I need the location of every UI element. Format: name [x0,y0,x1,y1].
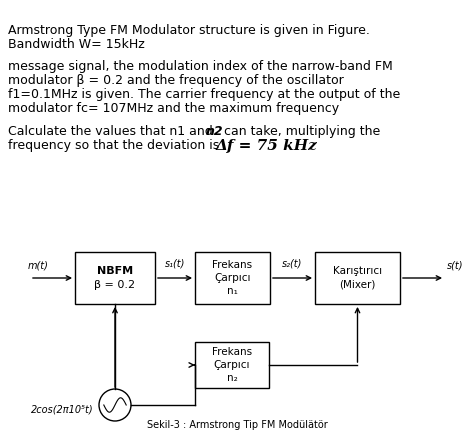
Text: f1=0.1MHz is given. The carrier frequency at the output of the: f1=0.1MHz is given. The carrier frequenc… [8,88,400,101]
Text: Çarpıcı: Çarpıcı [214,360,250,370]
Text: β = 0.2: β = 0.2 [94,279,136,290]
Bar [195,252,270,304]
Bar [315,252,400,304]
Text: 2cos(2π10⁵t): 2cos(2π10⁵t) [31,405,94,415]
Text: Çarpıcı: Çarpıcı [214,273,251,283]
Text: Armstrong Type FM Modulator structure is given in Figure.: Armstrong Type FM Modulator structure is… [8,24,370,37]
Text: Δf = 75 kHz: Δf = 75 kHz [216,139,318,153]
Bar [75,252,155,304]
Text: s₂(t): s₂(t) [283,258,303,268]
Text: Bandwidth W= 15kHz: Bandwidth W= 15kHz [8,38,145,51]
Text: Frekans: Frekans [212,260,253,270]
Text: Sekil-3 : Armstrong Tip FM Modülätör: Sekil-3 : Armstrong Tip FM Modülätör [146,420,328,430]
Text: s₁(t): s₁(t) [165,258,185,268]
Text: s(t): s(t) [447,260,464,270]
Text: n2: n2 [206,125,224,138]
Text: Calculate the values that n1 and: Calculate the values that n1 and [8,125,217,138]
Text: m(t): m(t) [28,260,49,270]
Text: NBFM: NBFM [97,266,133,277]
Text: n₁: n₁ [227,286,238,296]
Bar [195,342,269,388]
Text: can take, multiplying the: can take, multiplying the [220,125,380,138]
Text: message signal, the modulation index of the narrow-band FM: message signal, the modulation index of … [8,60,393,74]
Text: modulator β = 0.2 and the frequency of the oscillator: modulator β = 0.2 and the frequency of t… [8,74,344,87]
Text: modulator fc= 107MHz and the maximum frequency: modulator fc= 107MHz and the maximum fre… [8,102,339,116]
Text: (Mixer): (Mixer) [339,279,376,290]
Text: n₂: n₂ [227,373,237,383]
Text: Frekans: Frekans [212,347,252,357]
Text: frequency so that the deviation is: frequency so that the deviation is [8,139,223,152]
Text: Karıştırıcı: Karıştırıcı [333,266,382,277]
